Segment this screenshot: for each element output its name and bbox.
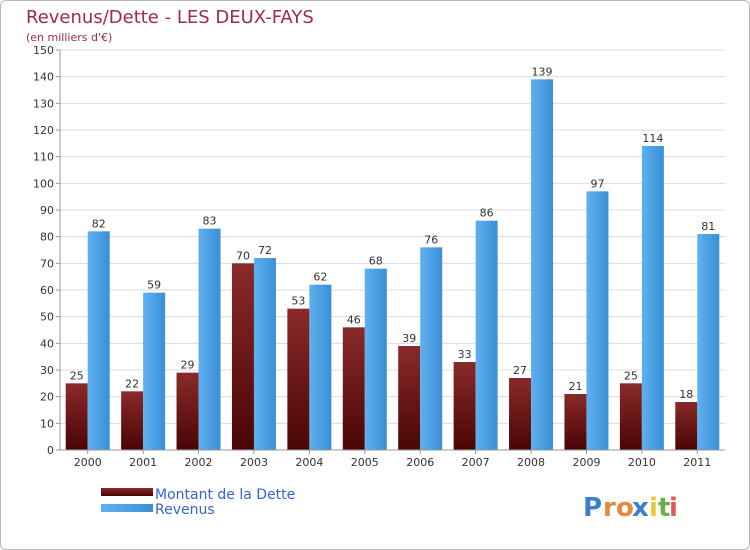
x-tick-label: 2002	[185, 456, 213, 469]
bar-revenus	[309, 284, 332, 450]
bar-dette	[619, 383, 642, 450]
bar-dette	[287, 308, 310, 450]
bar-revenus	[697, 234, 720, 450]
legend-swatch-dette	[101, 488, 153, 496]
data-label-revenus: 68	[369, 255, 383, 268]
data-label-dette: 29	[181, 359, 195, 372]
data-label-revenus: 81	[701, 220, 715, 233]
data-label-revenus: 86	[480, 207, 494, 220]
x-tick-label: 2007	[462, 456, 490, 469]
y-tick-label: 0	[47, 444, 54, 457]
data-label-revenus: 97	[590, 177, 604, 190]
x-tick-label: 2009	[572, 456, 600, 469]
x-tick-label: 2008	[517, 456, 545, 469]
logo-letter: r	[603, 493, 616, 523]
y-tick-label: 60	[40, 284, 54, 297]
x-tick-label: 2005	[351, 456, 379, 469]
data-label-dette: 27	[513, 364, 527, 377]
legend: Montant de la Dette Revenus	[101, 487, 295, 518]
bar-revenus	[586, 191, 609, 451]
bar-dette	[342, 327, 365, 450]
data-label-dette: 70	[236, 249, 250, 262]
bar-revenus	[253, 258, 276, 450]
bar-revenus	[364, 268, 387, 450]
y-tick-label: 50	[40, 311, 54, 324]
y-tick-label: 150	[33, 44, 54, 57]
data-label-revenus: 114	[642, 132, 663, 145]
bar-revenus	[87, 231, 110, 450]
data-label-dette: 22	[125, 377, 139, 390]
data-label-dette: 25	[624, 369, 638, 382]
bar-dette	[121, 391, 144, 450]
y-tick-label: 130	[33, 97, 54, 110]
x-tick-label: 2010	[628, 456, 656, 469]
bar-dette	[65, 383, 88, 450]
x-tick-label: 2006	[406, 456, 434, 469]
legend-label-revenus: Revenus	[155, 502, 215, 518]
x-tick-label: 2011	[683, 456, 711, 469]
logo-letter: i	[669, 493, 678, 523]
x-tick-label: 2000	[74, 456, 102, 469]
y-tick-label: 40	[40, 337, 54, 350]
bar-dette	[398, 346, 421, 450]
x-tick-label: 2003	[240, 456, 268, 469]
logo-letter: P	[583, 493, 602, 523]
bar-revenus	[531, 79, 554, 450]
bar-dette	[231, 263, 254, 450]
data-label-dette: 33	[458, 348, 472, 361]
data-label-dette: 18	[679, 388, 693, 401]
legend-label-dette: Montant de la Dette	[155, 487, 295, 503]
y-tick-label: 100	[33, 177, 54, 190]
bar-revenus	[475, 220, 498, 450]
logo-letter: x	[632, 493, 649, 523]
chart-subtitle: (en milliers d'€)	[26, 31, 112, 44]
y-tick-label: 90	[40, 204, 54, 217]
x-tick-label: 2004	[295, 456, 323, 469]
data-label-dette: 21	[568, 380, 582, 393]
bar-dette	[509, 378, 532, 450]
data-label-revenus: 82	[92, 217, 106, 230]
y-tick-label: 10	[40, 417, 54, 430]
y-tick-label: 20	[40, 391, 54, 404]
data-label-revenus: 139	[532, 65, 553, 78]
y-tick-label: 110	[33, 151, 54, 164]
bar-dette	[564, 394, 587, 450]
data-labels-layer: 25 82 22 59 29 83 70 72 53 62 46 68 39 76 33 86 27 139 21 9…	[70, 65, 716, 401]
data-label-dette: 46	[347, 313, 361, 326]
data-label-revenus: 72	[258, 244, 272, 257]
logo-letter: o	[616, 493, 634, 523]
y-axis-ticks: 0 10 20 30 40 50 60 70 80 90 100 110 120 130 140 150	[33, 44, 60, 457]
bar-revenus	[198, 228, 221, 450]
bar-revenus	[641, 146, 664, 450]
y-tick-label: 80	[40, 231, 54, 244]
bar-revenus	[420, 247, 443, 450]
y-tick-label: 140	[33, 71, 54, 84]
y-tick-label: 30	[40, 364, 54, 377]
data-label-dette: 25	[70, 369, 84, 382]
legend-swatch-revenus	[101, 504, 153, 512]
data-label-dette: 53	[291, 295, 305, 308]
logo-letter: t	[658, 493, 670, 523]
bar-dette	[453, 362, 476, 450]
x-tick-label: 2001	[129, 456, 157, 469]
x-axis-ticks: 2000 2001 2002 2003 2004 2005 2006 2007 2008 2009…	[74, 450, 711, 469]
y-tick-label: 70	[40, 257, 54, 270]
chart-title: Revenus/Dette - LES DEUX-FAYS	[26, 7, 314, 28]
data-label-revenus: 83	[203, 215, 217, 228]
data-label-dette: 39	[402, 332, 416, 345]
data-label-revenus: 62	[313, 271, 327, 284]
bar-dette	[176, 372, 199, 450]
bar-dette	[675, 402, 698, 450]
data-label-revenus: 76	[424, 233, 438, 246]
y-tick-label: 120	[33, 124, 54, 137]
bar-revenus	[143, 292, 166, 450]
bars-layer	[65, 79, 720, 451]
data-label-revenus: 59	[147, 279, 161, 292]
logo-letter: i	[649, 493, 658, 523]
